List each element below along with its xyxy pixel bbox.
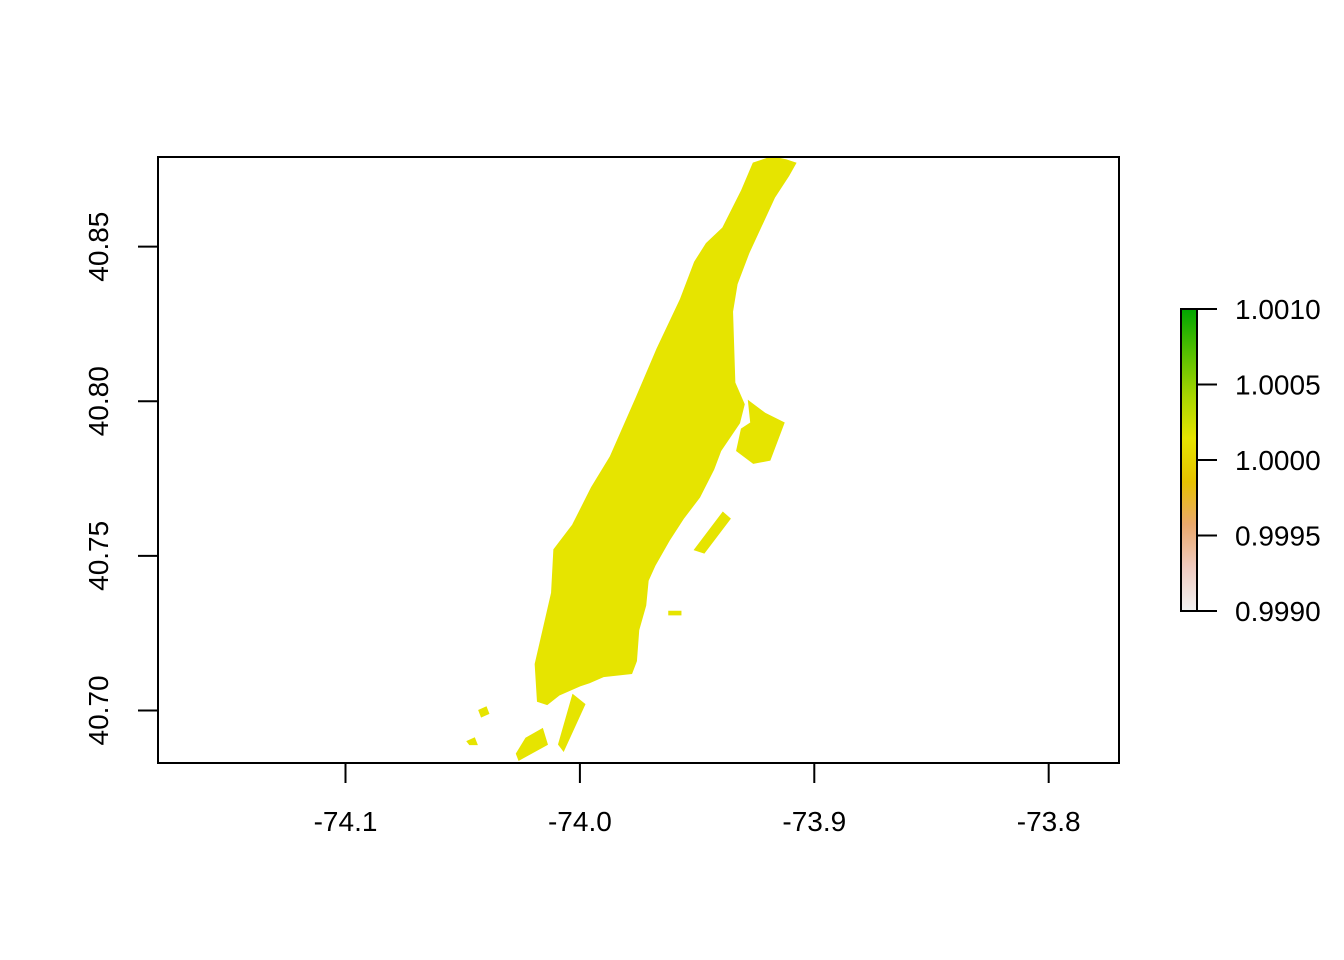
legend-tick-label: 1.0010	[1235, 294, 1321, 325]
x-tick-label: -74.1	[314, 806, 378, 837]
y-tick-label: 40.80	[83, 366, 114, 436]
legend-tick-label: 1.0005	[1235, 370, 1321, 401]
legend-colorbar	[1181, 309, 1197, 611]
y-tick-label: 40.70	[83, 675, 114, 745]
region-manhattan	[534, 157, 797, 706]
region-ellis-island	[478, 706, 490, 718]
x-tick-label: -74.0	[548, 806, 612, 837]
region-brooklyn-shore-sliver	[557, 693, 586, 753]
region-liberty-island	[466, 737, 478, 746]
region-islet-east-river	[668, 610, 682, 616]
legend-tick-label: 0.9990	[1235, 596, 1321, 627]
raster-layer	[466, 157, 797, 761]
y-tick-label: 40.75	[83, 521, 114, 591]
region-randalls-island	[736, 399, 785, 464]
x-tick-label: -73.8	[1017, 806, 1081, 837]
x-tick-label: -73.9	[782, 806, 846, 837]
region-roosevelt-island	[693, 511, 731, 554]
x-axis: -74.1 -74.0 -73.9 -73.8	[314, 762, 1081, 837]
region-governors-island	[515, 727, 548, 761]
legend-tick-label: 1.0000	[1235, 445, 1321, 476]
legend-tick-label: 0.9995	[1235, 521, 1321, 552]
y-tick-label: 40.85	[83, 212, 114, 282]
y-axis: 40.70 40.75 40.80 40.85	[83, 212, 159, 745]
color-legend: 0.9990 0.9995 1.0000 1.0005 1.0010	[1180, 294, 1321, 627]
